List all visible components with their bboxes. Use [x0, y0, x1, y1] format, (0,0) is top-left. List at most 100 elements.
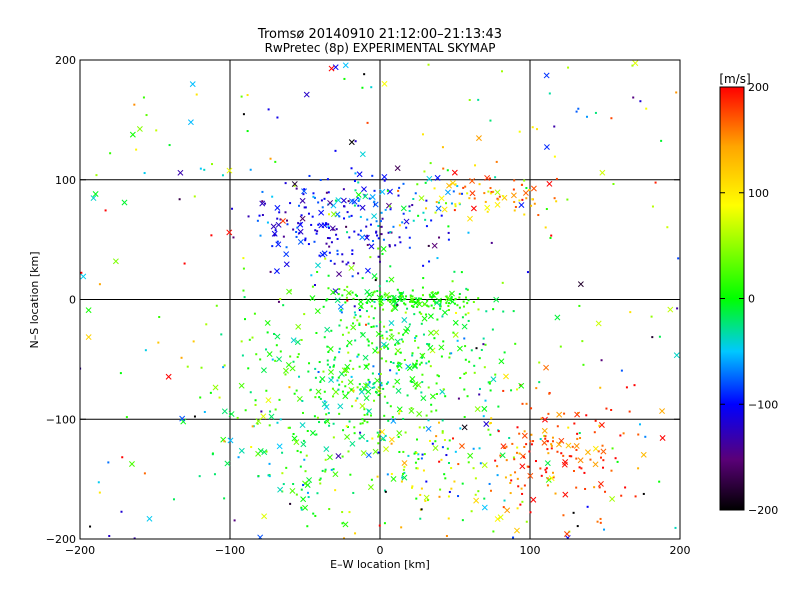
scatter-point — [380, 384, 383, 387]
scatter-point — [492, 308, 495, 311]
scatter-point — [373, 300, 376, 303]
scatter-point — [418, 363, 421, 366]
scatter-point-x — [401, 474, 408, 481]
scatter-point — [459, 427, 462, 430]
scatter-point — [553, 155, 556, 158]
scatter-point — [198, 475, 201, 478]
scatter-point — [353, 426, 356, 429]
scatter-point-x — [136, 126, 143, 132]
x-axis-label: E–W location [km] — [330, 558, 430, 571]
scatter-point — [378, 433, 381, 436]
scatter-point — [256, 219, 259, 222]
scatter-point — [333, 262, 336, 265]
scatter-point — [337, 376, 340, 379]
scatter-point — [467, 319, 470, 322]
scatter-point — [442, 388, 445, 391]
scatter-point — [562, 514, 565, 517]
scatter-point — [354, 293, 357, 296]
scatter-point — [366, 234, 369, 237]
scatter-point — [412, 219, 415, 222]
scatter-point — [133, 103, 136, 106]
scatter-point — [572, 469, 575, 472]
scatter-point — [439, 299, 442, 302]
scatter-point — [410, 304, 413, 307]
scatter-point — [338, 288, 341, 291]
scatter-point — [251, 336, 254, 339]
scatter-point — [576, 437, 579, 440]
scatter-point — [383, 489, 386, 492]
scatter-point — [306, 429, 309, 432]
scatter-point-x — [273, 268, 280, 275]
scatter-point — [676, 307, 679, 310]
scatter-point — [435, 293, 438, 296]
scatter-point — [433, 337, 436, 340]
scatter-point — [441, 146, 444, 149]
scatter-point — [419, 517, 422, 520]
scatter-point — [458, 202, 461, 205]
scatter-point — [585, 414, 588, 417]
scatter-point — [328, 245, 331, 248]
scatter-point-x — [359, 403, 366, 409]
scatter-point — [266, 331, 269, 334]
scatter-point — [403, 471, 406, 474]
scatter-point — [343, 205, 346, 208]
scatter-point — [332, 422, 335, 425]
y-axis-ticks: −200 −100 0 100 200 — [46, 54, 680, 546]
scatter-point — [248, 338, 251, 341]
scatter-point — [487, 428, 490, 431]
scatter-point — [610, 117, 613, 120]
scatter-point — [473, 371, 476, 374]
scatter-point — [289, 502, 292, 505]
scatter-point — [312, 192, 315, 195]
scatter-point — [367, 340, 370, 343]
scatter-point — [354, 399, 357, 402]
scatter-point — [397, 332, 400, 335]
scatter-point — [328, 213, 331, 216]
scatter-point — [334, 356, 337, 359]
scatter-point — [414, 192, 417, 195]
scatter-point — [389, 300, 392, 303]
scatter-point — [572, 511, 575, 514]
scatter-point-x — [261, 513, 268, 520]
scatter-point-x — [394, 338, 401, 345]
scatter-point — [547, 452, 550, 455]
scatter-point — [368, 380, 371, 383]
scatter-point — [470, 349, 473, 352]
scatter-point — [461, 519, 464, 522]
scatter-point — [345, 263, 348, 266]
scatter-point — [366, 121, 369, 124]
scatter-point — [400, 299, 403, 302]
scatter-point — [231, 207, 234, 210]
scatter-point — [513, 209, 516, 212]
scatter-point-x — [573, 442, 580, 449]
scatter-point — [477, 490, 480, 493]
scatter-point — [358, 383, 361, 386]
scatter-point-x — [530, 185, 537, 192]
scatter-point — [392, 385, 395, 388]
scatter-point — [371, 437, 374, 440]
scatter-point — [478, 447, 481, 450]
scatter-point-x — [274, 204, 281, 211]
scatter-point — [303, 188, 306, 191]
scatter-point — [380, 211, 383, 214]
scatter-point-x — [330, 289, 337, 296]
scatter-point — [282, 304, 285, 307]
x-tick-label: −100 — [215, 544, 245, 557]
scatter-point — [284, 182, 287, 185]
scatter-point — [411, 352, 414, 355]
scatter-point — [350, 388, 353, 391]
scatter-point-x — [411, 362, 418, 369]
scatter-point — [244, 318, 247, 321]
scatter-point-x — [543, 72, 550, 79]
scatter-point — [408, 246, 411, 249]
scatter-point — [220, 333, 223, 336]
scatter-point — [467, 312, 470, 315]
scatter-point — [422, 333, 425, 336]
scatter-point — [598, 486, 601, 489]
scatter-point-x — [419, 352, 426, 359]
x-tick-label: 0 — [377, 544, 384, 557]
scatter-point-x — [177, 169, 184, 176]
scatter-point — [401, 340, 404, 343]
scatter-point-x — [392, 305, 399, 312]
scatter-point — [300, 488, 303, 491]
